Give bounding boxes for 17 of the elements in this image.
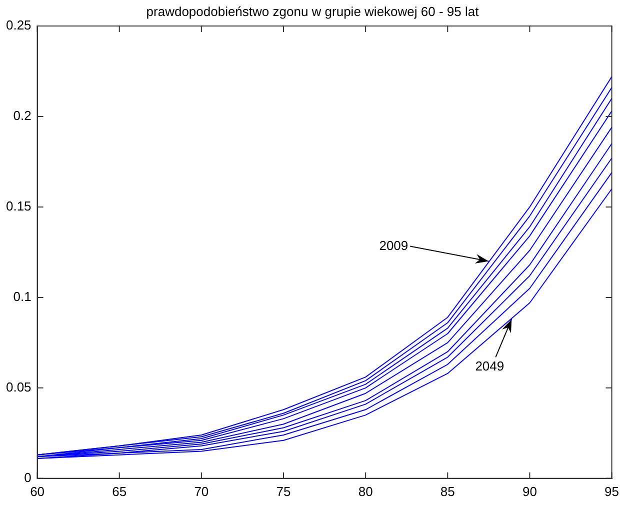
annotation: 2009 bbox=[379, 238, 408, 253]
x-tick-label: 75 bbox=[276, 484, 291, 499]
chart-title: prawdopodobieństwo zgonu w grupie wiekowej 60 - 95 lat bbox=[145, 4, 480, 19]
y-tick-label: 0 bbox=[24, 470, 32, 485]
annotation: 2049 bbox=[475, 358, 504, 374]
x-tick-label: 70 bbox=[194, 484, 209, 499]
y-tick-label: 0.15 bbox=[6, 198, 32, 214]
y-tick-label: 0.2 bbox=[13, 108, 32, 124]
x-tick-label: 60 bbox=[30, 484, 45, 499]
x-tick-label: 65 bbox=[112, 484, 127, 499]
y-tick-label: 0.25 bbox=[6, 18, 32, 33]
y-tick-label: 0.05 bbox=[6, 380, 32, 394]
x-tick-label: 85 bbox=[440, 484, 455, 499]
x-tick-label: 80 bbox=[358, 484, 373, 499]
x-tick-label: 90 bbox=[522, 484, 537, 499]
x-tick-label: 95 bbox=[604, 484, 620, 499]
y-tick-label: 0.1 bbox=[13, 289, 32, 304]
